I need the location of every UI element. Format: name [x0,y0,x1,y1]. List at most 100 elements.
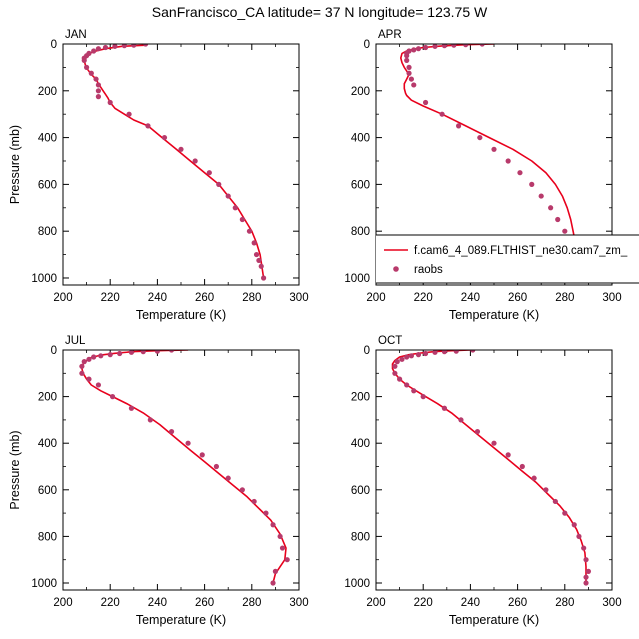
x-tick-label: 220 [101,597,120,609]
raobs-point [519,463,525,470]
raobs-point [79,363,85,369]
raobs-point [583,580,589,586]
plot-frame [375,43,613,286]
raobs-point [279,545,286,551]
raobs-point [439,111,445,117]
x-tick-label: 300 [602,292,621,304]
raobs-point [102,44,109,51]
raobs-point [552,498,558,505]
raobs-point [411,82,417,88]
raobs-point [107,99,113,106]
raobs-point [256,257,262,264]
x-axis-label: Temperature (K) [136,613,226,627]
y-tick-label: 200 [351,392,370,404]
raobs-point [145,123,151,129]
raobs-point [441,44,448,49]
x-tick-label: 240 [461,292,480,304]
raobs-point [121,44,127,49]
raobs-point [432,350,438,355]
raobs-point [432,44,438,49]
raobs-point [394,359,400,365]
raobs-point [399,356,405,362]
raobs-point [270,580,276,586]
raobs-point [505,452,511,458]
raobs-point [225,475,231,481]
raobs-point [404,354,410,360]
raobs-point [474,428,481,435]
x-tick-label: 280 [555,597,574,609]
raobs-point [491,440,497,446]
raobs-point [415,46,422,52]
raobs-point [147,417,153,423]
raobs-point [232,205,238,211]
x-tick-label: 300 [289,292,308,304]
raobs-point [406,64,412,70]
raobs-point [246,228,253,234]
legend: f.cam6_4_089.FLTHIST_ne30.cam7_zm_raobs [376,234,639,284]
x-tick-label: 240 [148,292,167,304]
raobs-point [284,557,290,563]
plot-frame [62,349,300,591]
raobs-point [451,44,457,48]
y-tick-label: 800 [38,226,57,238]
x-tick-label: 240 [461,597,480,609]
x-tick-label: 200 [53,597,72,609]
y-tick-label: 800 [38,531,57,543]
y-tick-label: 0 [364,345,370,357]
raobs-point [411,47,417,53]
y-tick-label: 200 [38,392,57,404]
y-tick-label: 0 [51,345,57,357]
plot-frame [62,43,300,286]
raobs-point [408,353,414,359]
x-tick-label: 200 [53,292,72,304]
raobs-point [98,353,104,359]
raobs-point [199,452,205,458]
raobs-point [128,405,135,411]
y-tick-label: 0 [51,39,57,51]
raobs-point [239,487,245,493]
x-tick-label: 280 [242,292,261,304]
raobs-point [581,545,587,551]
raobs-point [479,44,485,47]
raobs-point [251,498,257,505]
legend-box [376,235,639,283]
raobs-point [517,170,523,176]
x-tick-label: 260 [195,292,214,304]
y-tick-label: 400 [38,133,57,145]
panel-oct: OCT 200 220 240 260 280 300 0 200 400 600 800 1000 Te… [344,335,621,627]
raobs-point [79,370,85,376]
y-tick-label: 400 [351,438,370,450]
raobs-point [95,46,101,52]
raobs-point [562,228,568,234]
x-tick-label: 220 [101,292,120,304]
raobs-point [555,216,561,223]
raobs-point [583,574,589,580]
raobs-point [84,64,90,70]
raobs-point [404,57,410,63]
raobs-point [270,522,276,528]
raobs-point [168,350,175,353]
y-tick-label: 0 [364,39,370,51]
raobs-point [117,350,123,357]
raobs-point [253,251,260,258]
y-tick-label: 600 [38,485,57,497]
raobs-point [585,568,592,574]
raobs-point [91,354,97,360]
y-axis-label: Pressure (mb) [8,430,22,509]
y-tick-label: 400 [351,133,370,145]
raobs-point [86,376,92,382]
raobs-point [86,356,92,362]
plot-area [391,350,592,586]
raobs-point [392,363,398,369]
model-line [81,350,287,584]
panels: JAN 200 220 240 260 280 300 0 200 400 600 800 1000 Te… [8,29,639,627]
raobs-point [404,382,410,388]
y-tick-label: 600 [38,179,57,191]
raobs-point [463,44,469,48]
raobs-point [531,475,537,481]
raobs-point [505,158,511,164]
x-tick-label: 260 [508,597,527,609]
raobs-point [168,428,175,435]
raobs-point [95,82,101,88]
